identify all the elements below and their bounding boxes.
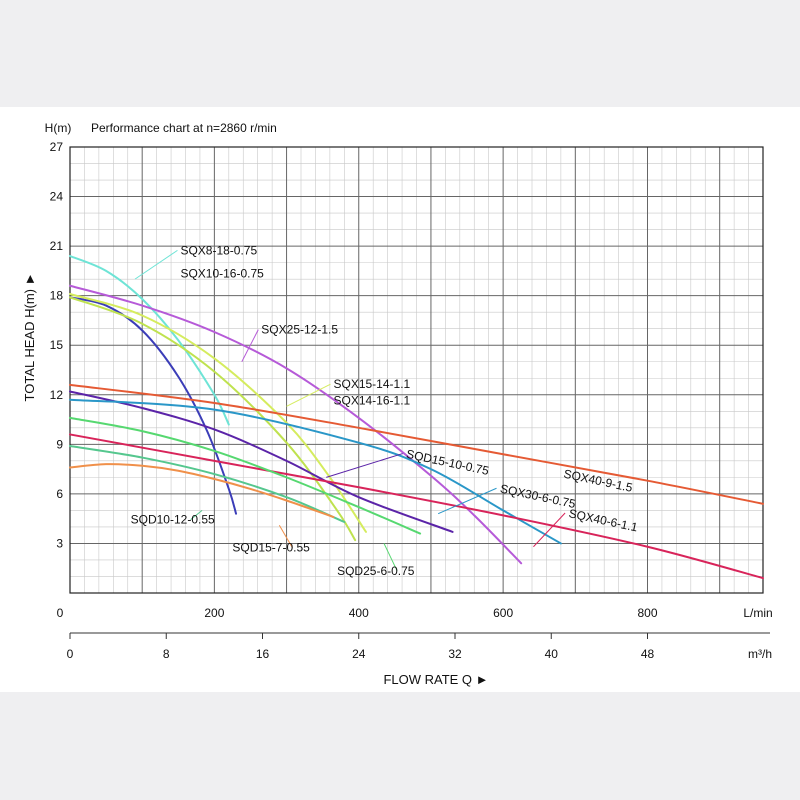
- callout-leader: [383, 543, 398, 572]
- callout-leader: [190, 510, 203, 521]
- x-tick-label-m3h: 48: [641, 647, 655, 661]
- curve-sqx30-6-0_75: [69, 398, 562, 545]
- series-layer: [69, 255, 764, 580]
- y-tick-label: 15: [50, 338, 64, 352]
- callout-leader: [278, 525, 293, 548]
- x-ticks-lmin: 0 200 400 600 800: [57, 606, 658, 620]
- chart-card: SQX8-18-0.75 SQX10-16-0.75 SQX25-12-1.5 SQX…: [0, 107, 800, 692]
- curve-sqx14-16-1_1: [69, 296, 357, 542]
- performance-chart: SQX8-18-0.75 SQX10-16-0.75 SQX25-12-1.5 SQX…: [22, 121, 773, 687]
- curve-sqd15-7-0_55: [69, 463, 335, 519]
- x-tick-label-m3h: 0: [67, 647, 74, 661]
- curve-label: SQD15-7-0.55: [232, 541, 310, 555]
- callout-leader: [241, 329, 259, 362]
- curve-sqx8-18-0_75: [69, 255, 230, 426]
- x-tick-label-m3h: 32: [448, 647, 462, 661]
- major-grid: [70, 147, 763, 593]
- x-axis-title: FLOW RATE Q ►: [383, 672, 488, 687]
- y-tick-label: 3: [56, 536, 63, 550]
- curve-sqx40-6-1_1: [69, 433, 764, 580]
- curve-sqd25-6-0_75: [69, 416, 422, 535]
- x-tick-label-m3h: 40: [545, 647, 559, 661]
- callout-leader: [326, 453, 403, 478]
- curve-label: SQD10-12-0.55: [131, 513, 215, 527]
- curve-label: SQX15-14-1.1: [333, 377, 410, 391]
- y-ticks: 3 6 9 12 15 18 21 24 27: [50, 140, 64, 550]
- curve-label: SQD25-6-0.75: [337, 564, 415, 578]
- callout-leader: [533, 512, 566, 548]
- y-tick-label: 9: [56, 437, 63, 451]
- curve-sqd15-10-0_75: [69, 390, 454, 533]
- curve-sqx40-9-1_5: [69, 383, 764, 505]
- x-tick-label-m3h: 24: [352, 647, 366, 661]
- curve-label: SQX30-6-0.75: [499, 481, 577, 511]
- curve-sqx25-12-1_5: [69, 284, 523, 565]
- y-axis-title: TOTAL HEAD H(m) ►: [22, 273, 37, 402]
- x-tick-label-m3h: 16: [256, 647, 270, 661]
- y-tick-label: 27: [50, 140, 64, 154]
- curve-sqd10-12-0_55: [69, 444, 346, 523]
- curve-label: SQX25-12-1.5: [261, 323, 338, 337]
- callout-leader: [286, 383, 331, 407]
- y-tick-label: 18: [50, 289, 64, 303]
- x-unit-lmin: L/min: [743, 606, 772, 620]
- curve-label: SQX10-16-0.75: [180, 266, 264, 280]
- y-tick-label: 24: [50, 190, 64, 204]
- curve-label: SQX8-18-0.75: [180, 243, 257, 257]
- y-tick-label: 6: [56, 487, 63, 501]
- curve-label: SQD15-10-0.75: [405, 447, 490, 478]
- curve-sqx15-14-1_1: [69, 293, 367, 533]
- y-tick-label: 12: [50, 388, 64, 402]
- callout-leader: [134, 249, 178, 280]
- plot-frame: [69, 146, 764, 594]
- x-tick-label-m3h: 8: [163, 647, 170, 661]
- x-tick-label-lmin: 600: [493, 606, 513, 620]
- y-tick-label: 21: [50, 239, 64, 253]
- x-tick-label-lmin: 400: [349, 606, 369, 620]
- y-unit-label: H(m): [45, 121, 72, 135]
- x-tick-label-lmin: 800: [637, 606, 657, 620]
- chart-title: Performance chart at n=2860 r/min: [91, 121, 277, 135]
- x-ticks-m3h: 0 8 16 24 32 40 48: [67, 633, 655, 661]
- x-tick-label-lmin: 200: [204, 606, 224, 620]
- x-unit-m3h: m³/h: [748, 647, 772, 661]
- x-tick-label-lmin: 0: [57, 606, 64, 620]
- callout-leader: [437, 487, 497, 515]
- curve-sqx10-16-0_75: [69, 296, 238, 515]
- curve-label: SQX14-16-1.1: [333, 394, 410, 408]
